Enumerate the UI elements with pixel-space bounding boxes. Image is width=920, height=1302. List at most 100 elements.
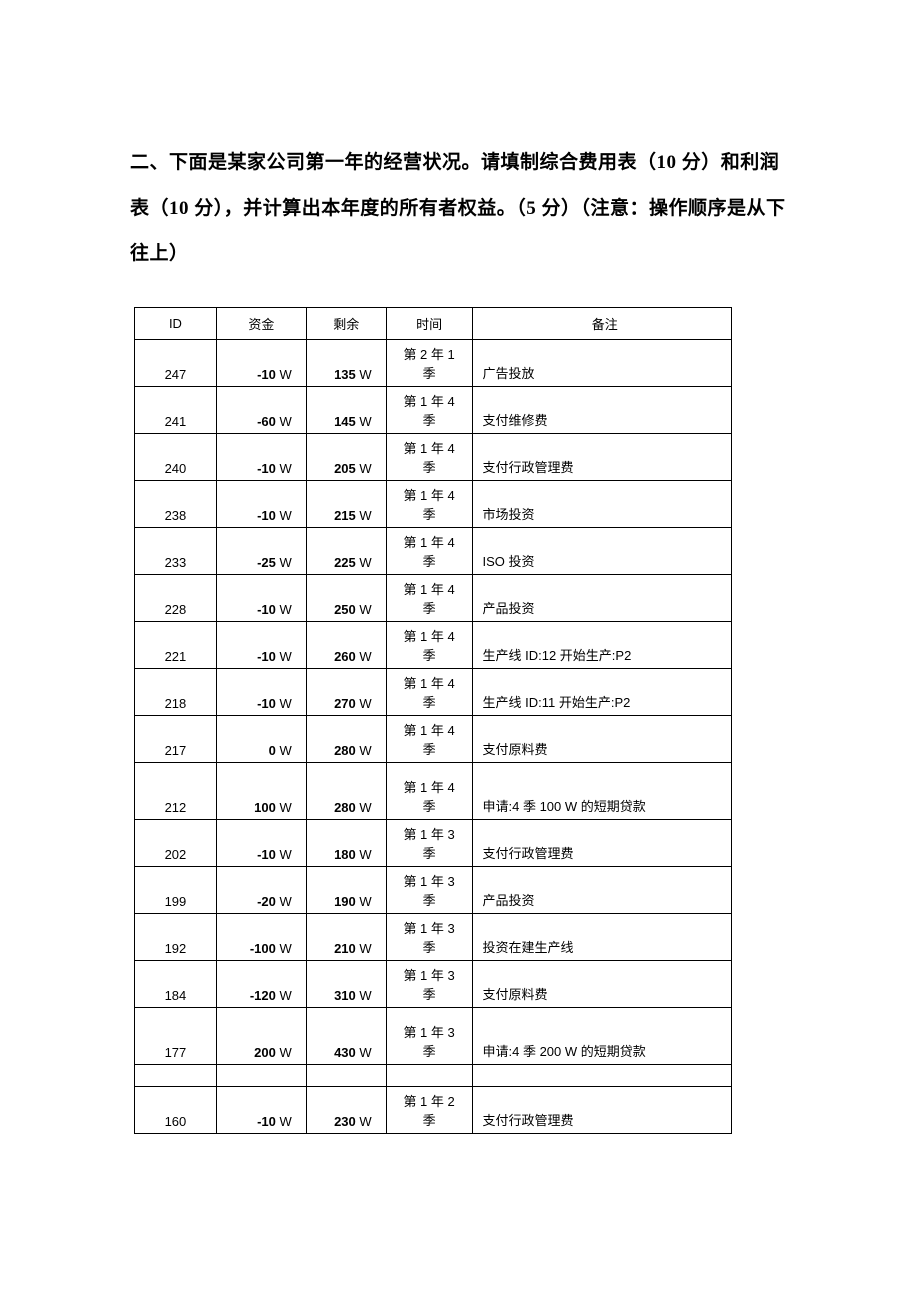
cell-remain: 260 W [306, 621, 386, 668]
question-heading: 二、下面是某家公司第一年的经营状况。请填制综合费用表（10 分）和利润表（10 … [130, 140, 790, 277]
cell-id: 247 [135, 339, 217, 386]
cell-remain: 270 W [306, 668, 386, 715]
cell-note: 支付维修费 [472, 386, 731, 433]
table-row: 184-120 W310 W第 1 年 3季支付原料费 [135, 960, 732, 1007]
table-row: 177200 W430 W第 1 年 3季申请:4 季 200 W 的短期贷款 [135, 1007, 732, 1064]
cell-time: 第 1 年 4季 [386, 715, 472, 762]
header-fund: 资金 [216, 307, 306, 339]
table-row: 202-10 W180 W第 1 年 3季支付行政管理费 [135, 819, 732, 866]
cell-time: 第 1 年 3季 [386, 913, 472, 960]
blank-cell [386, 1064, 472, 1086]
cell-remain: 280 W [306, 715, 386, 762]
cell-note: 申请:4 季 200 W 的短期贷款 [472, 1007, 731, 1064]
cell-fund: -20 W [216, 866, 306, 913]
cell-note: 产品投资 [472, 574, 731, 621]
cell-note: 生产线 ID:11 开始生产:P2 [472, 668, 731, 715]
table-row: 233-25 W225 W第 1 年 4季ISO 投资 [135, 527, 732, 574]
cell-remain: 250 W [306, 574, 386, 621]
cell-fund: -10 W [216, 433, 306, 480]
cell-id: 177 [135, 1007, 217, 1064]
cell-note: 生产线 ID:12 开始生产:P2 [472, 621, 731, 668]
cell-id: 221 [135, 621, 217, 668]
cell-id: 212 [135, 762, 217, 819]
table-row: 228-10 W250 W第 1 年 4季产品投资 [135, 574, 732, 621]
blank-cell [472, 1064, 731, 1086]
cell-note: 支付行政管理费 [472, 819, 731, 866]
cell-id: 199 [135, 866, 217, 913]
cell-fund: 0 W [216, 715, 306, 762]
cell-id: 192 [135, 913, 217, 960]
cell-note: ISO 投资 [472, 527, 731, 574]
cell-time: 第 2 年 1季 [386, 339, 472, 386]
cell-id: 160 [135, 1086, 217, 1133]
cell-time: 第 1 年 4季 [386, 386, 472, 433]
cell-note: 支付行政管理费 [472, 433, 731, 480]
cell-time: 第 1 年 3季 [386, 960, 472, 1007]
table-row [135, 1064, 732, 1086]
cell-fund: -10 W [216, 574, 306, 621]
cell-id: 202 [135, 819, 217, 866]
cell-id: 218 [135, 668, 217, 715]
cell-remain: 145 W [306, 386, 386, 433]
cell-time: 第 1 年 3季 [386, 819, 472, 866]
operations-table: ID 资金 剩余 时间 备注 247-10 W135 W第 2 年 1季广告投放… [134, 307, 732, 1134]
cell-fund: -10 W [216, 1086, 306, 1133]
cell-time: 第 1 年 4季 [386, 527, 472, 574]
cell-note: 支付行政管理费 [472, 1086, 731, 1133]
cell-fund: -10 W [216, 819, 306, 866]
cell-note: 产品投资 [472, 866, 731, 913]
cell-id: 233 [135, 527, 217, 574]
table-row: 218-10 W270 W第 1 年 4季生产线 ID:11 开始生产:P2 [135, 668, 732, 715]
header-note: 备注 [472, 307, 731, 339]
cell-time: 第 1 年 4季 [386, 621, 472, 668]
cell-note: 申请:4 季 100 W 的短期贷款 [472, 762, 731, 819]
cell-remain: 310 W [306, 960, 386, 1007]
header-time: 时间 [386, 307, 472, 339]
table-row: 160-10 W230 W第 1 年 2季支付行政管理费 [135, 1086, 732, 1133]
cell-remain: 180 W [306, 819, 386, 866]
cell-time: 第 1 年 4季 [386, 762, 472, 819]
table-row: 221-10 W260 W第 1 年 4季生产线 ID:12 开始生产:P2 [135, 621, 732, 668]
blank-cell [216, 1064, 306, 1086]
cell-fund: 200 W [216, 1007, 306, 1064]
cell-time: 第 1 年 3季 [386, 1007, 472, 1064]
cell-time: 第 1 年 4季 [386, 574, 472, 621]
blank-cell [306, 1064, 386, 1086]
table-row: 199-20 W190 W第 1 年 3季产品投资 [135, 866, 732, 913]
table-row: 240-10 W205 W第 1 年 4季支付行政管理费 [135, 433, 732, 480]
cell-fund: -10 W [216, 480, 306, 527]
cell-time: 第 1 年 4季 [386, 668, 472, 715]
table-row: 247-10 W135 W第 2 年 1季广告投放 [135, 339, 732, 386]
cell-remain: 190 W [306, 866, 386, 913]
table-row: 241-60 W145 W第 1 年 4季支付维修费 [135, 386, 732, 433]
cell-id: 228 [135, 574, 217, 621]
cell-remain: 225 W [306, 527, 386, 574]
cell-fund: -10 W [216, 621, 306, 668]
cell-remain: 215 W [306, 480, 386, 527]
cell-time: 第 1 年 4季 [386, 480, 472, 527]
cell-id: 184 [135, 960, 217, 1007]
cell-fund: -10 W [216, 668, 306, 715]
cell-remain: 430 W [306, 1007, 386, 1064]
cell-note: 投资在建生产线 [472, 913, 731, 960]
cell-remain: 280 W [306, 762, 386, 819]
cell-id: 241 [135, 386, 217, 433]
table-header-row: ID 资金 剩余 时间 备注 [135, 307, 732, 339]
cell-note: 支付原料费 [472, 960, 731, 1007]
cell-note: 支付原料费 [472, 715, 731, 762]
cell-fund: -25 W [216, 527, 306, 574]
cell-id: 240 [135, 433, 217, 480]
table-row: 238-10 W215 W第 1 年 4季市场投资 [135, 480, 732, 527]
cell-fund: -10 W [216, 339, 306, 386]
cell-fund: 100 W [216, 762, 306, 819]
cell-id: 217 [135, 715, 217, 762]
table-row: 2170 W280 W第 1 年 4季支付原料费 [135, 715, 732, 762]
cell-id: 238 [135, 480, 217, 527]
cell-remain: 230 W [306, 1086, 386, 1133]
cell-fund: -120 W [216, 960, 306, 1007]
cell-note: 广告投放 [472, 339, 731, 386]
cell-fund: -60 W [216, 386, 306, 433]
header-id: ID [135, 307, 217, 339]
table-row: 192-100 W210 W第 1 年 3季投资在建生产线 [135, 913, 732, 960]
header-remain: 剩余 [306, 307, 386, 339]
